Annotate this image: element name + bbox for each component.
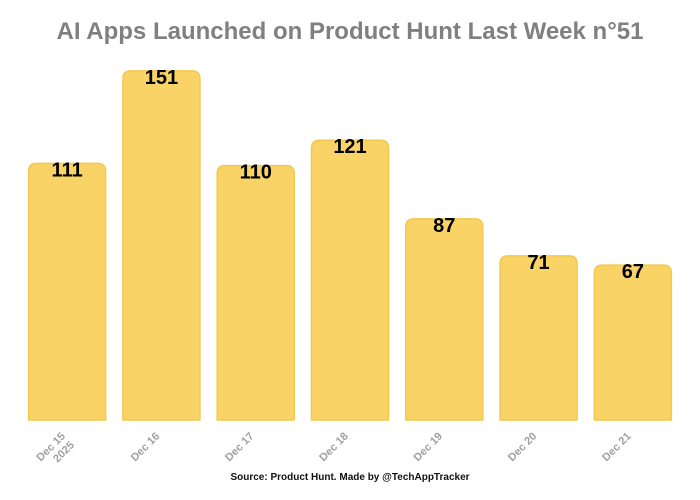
- x-axis-ticks: Dec 152025 Dec 16 Dec 17 Dec 18 Dec 19 Dec 20…: [34, 430, 634, 473]
- bar-4: [405, 218, 484, 421]
- data-label-4: 87: [433, 215, 455, 237]
- data-label-6: 67: [622, 261, 644, 283]
- data-label-3: 121: [333, 136, 366, 158]
- chart-title: AI Apps Launched on Product Hunt Last We…: [56, 18, 644, 45]
- bar-0: [27, 162, 107, 421]
- bar-5: [499, 255, 578, 421]
- x-tick-label-2: Dec 17: [223, 430, 257, 464]
- x-tick-label-5: Dec 20: [506, 430, 540, 464]
- x-tick-label-3: Dec 18: [317, 430, 351, 464]
- x-tick-label-1: Dec 16: [129, 430, 163, 464]
- data-labels-group: 111 151 110 121 87 71 67: [52, 67, 644, 283]
- bar-1: [122, 70, 201, 421]
- bar-6: [593, 264, 673, 421]
- x-tick-label-4: Dec 19: [412, 430, 446, 464]
- data-label-2: 110: [240, 162, 272, 184]
- bar-3: [310, 139, 390, 421]
- source-note: Source: Product Hunt. Made by @TechAppTr…: [230, 472, 470, 483]
- bars-group: [27, 70, 673, 421]
- x-tick-label-0: Dec 152025: [34, 430, 77, 473]
- data-label-0: 111: [52, 159, 83, 181]
- data-label-1: 151: [145, 67, 178, 89]
- x-tick-label-6: Dec 21: [600, 430, 634, 464]
- bar-2: [216, 164, 295, 421]
- data-label-5: 71: [527, 252, 549, 274]
